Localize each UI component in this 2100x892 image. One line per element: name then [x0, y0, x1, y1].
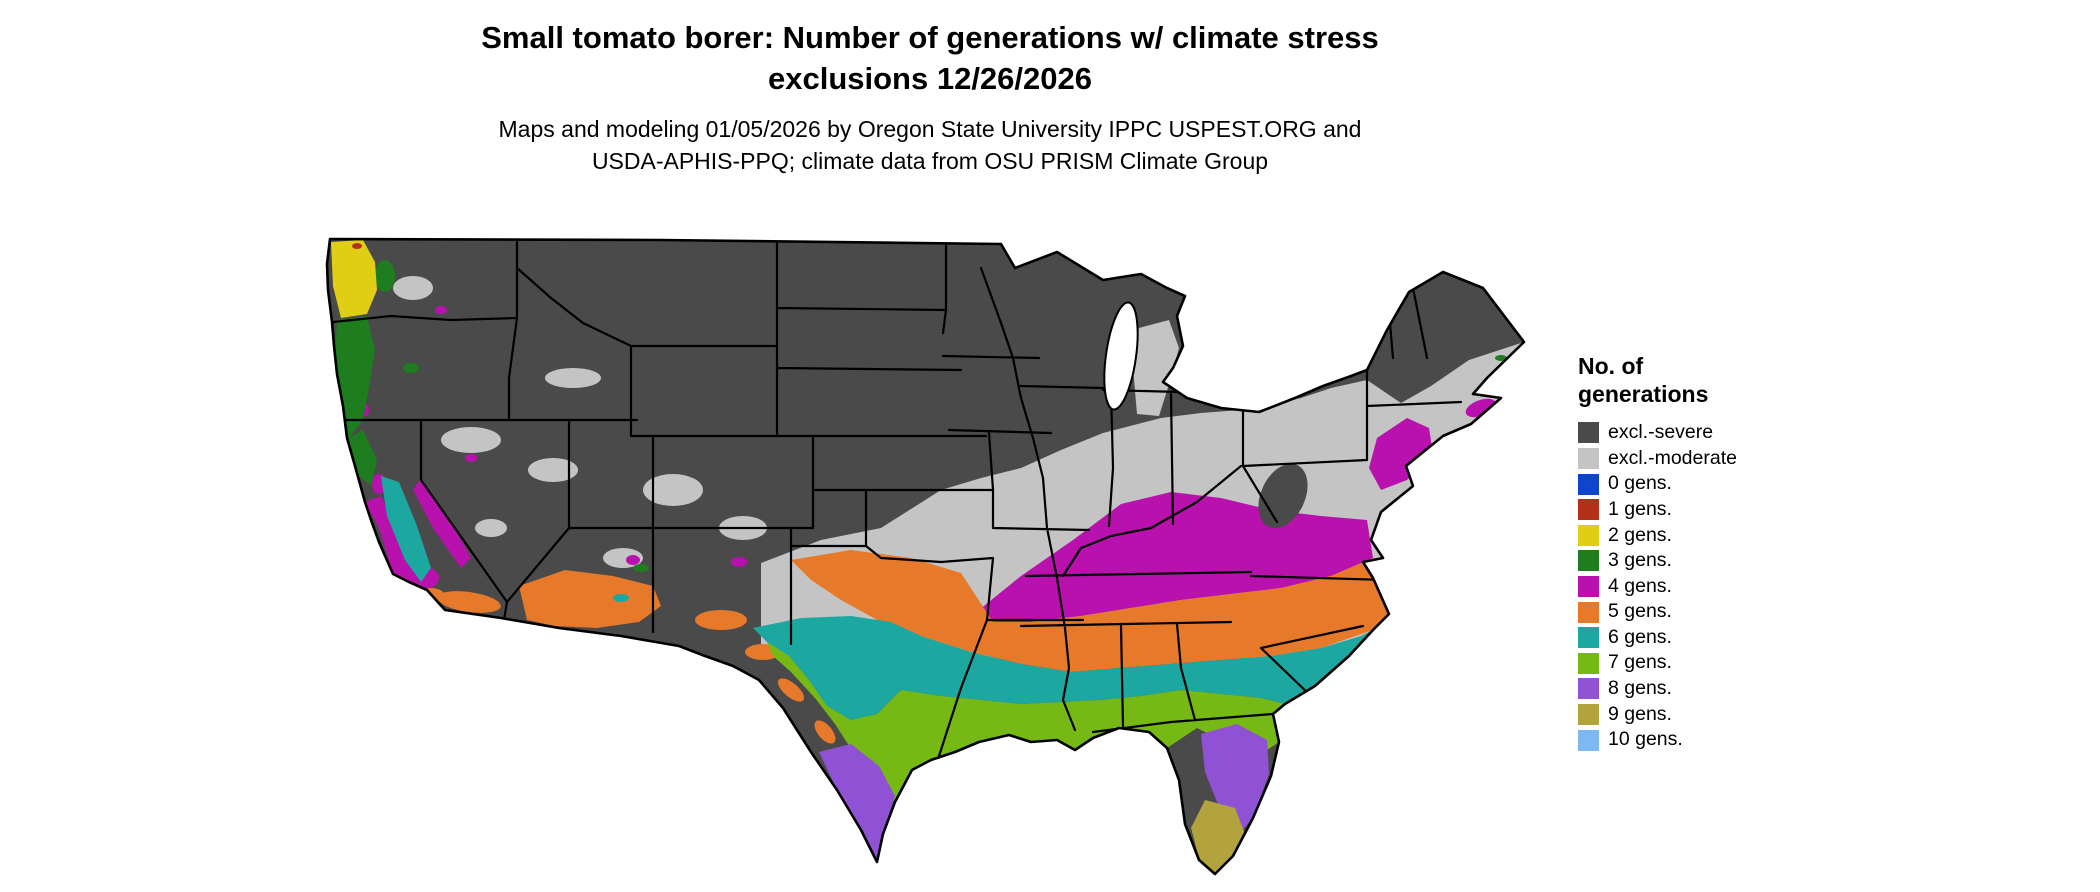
legend-item: 6 gens.	[1578, 625, 1818, 651]
legend-swatch	[1578, 652, 1599, 674]
legend-label: 8 gens.	[1608, 677, 1672, 700]
legend-label: 7 gens.	[1608, 651, 1672, 674]
legend-swatch	[1578, 601, 1599, 623]
us-choropleth-map	[321, 226, 1527, 886]
page-subtitle: Maps and modeling 01/05/2026 by Oregon S…	[0, 114, 1860, 177]
lake-michigan	[1103, 301, 1139, 411]
legend-swatch	[1578, 524, 1599, 546]
us-map-svg	[325, 237, 1526, 886]
legend-label: 1 gens.	[1608, 497, 1672, 520]
legend-label: 0 gens.	[1608, 472, 1672, 495]
legend-item: 7 gens.	[1578, 650, 1818, 676]
legend-title-line2: generations	[1578, 381, 1709, 408]
map-region-3-gens	[335, 260, 1507, 572]
map-region-10-gens	[1167, 875, 1235, 886]
legend-item: 5 gens.	[1578, 599, 1818, 625]
legend-swatch	[1578, 703, 1599, 725]
map-region-7-gens	[767, 642, 1285, 802]
state-borders	[331, 239, 1463, 758]
us-outline	[325, 237, 1526, 876]
legend-label: 4 gens.	[1608, 574, 1672, 597]
page-subtitle-line2: USDA-APHIS-PPQ; climate data from OSU PR…	[591, 147, 1269, 174]
legend-swatch	[1578, 550, 1599, 572]
legend-item: 9 gens.	[1578, 702, 1818, 728]
map-region-6-gens	[381, 476, 1373, 720]
legend-item: 10 gens.	[1578, 727, 1818, 753]
legend-label: 3 gens.	[1608, 549, 1672, 572]
legend-item: 4 gens.	[1578, 574, 1818, 600]
legend-item: excl.-moderate	[1578, 446, 1818, 472]
legend-item: 1 gens.	[1578, 497, 1818, 523]
legend-item: 0 gens.	[1578, 471, 1818, 497]
legend-item: 3 gens.	[1578, 548, 1818, 574]
legend-swatch	[1578, 678, 1599, 700]
legend-swatch	[1578, 729, 1599, 751]
page-subtitle-line1: Maps and modeling 01/05/2026 by Oregon S…	[498, 115, 1362, 142]
legend-swatch	[1578, 575, 1599, 597]
page-title-line1: Small tomato borer: Number of generation…	[481, 20, 1379, 55]
legend-label: 2 gens.	[1608, 523, 1672, 546]
legend-label: 5 gens.	[1608, 600, 1672, 623]
legend: No. of generations excl.-severe excl.-mod…	[1578, 352, 1818, 753]
legend-title-line1: No. of	[1578, 353, 1644, 379]
legend-item: 8 gens.	[1578, 676, 1818, 702]
legend-label: excl.-moderate	[1608, 446, 1737, 469]
page-title-line2: exclusions 12/26/2026	[767, 60, 1092, 96]
legend-label: 6 gens.	[1608, 625, 1672, 648]
map-region-1-gens	[352, 243, 362, 249]
legend-label: 9 gens.	[1608, 702, 1672, 725]
title-block: Small tomato borer: Number of generation…	[0, 18, 1860, 177]
map-region-2-gens	[331, 240, 377, 318]
legend-title: No. of generations	[1578, 352, 1818, 408]
legend-label: 10 gens.	[1608, 728, 1683, 751]
legend-swatch	[1578, 473, 1599, 495]
legend-label: excl.-severe	[1608, 421, 1714, 444]
legend-swatch	[1578, 447, 1599, 469]
map-region-9-gens	[1191, 800, 1245, 874]
legend-swatch	[1578, 422, 1599, 444]
legend-swatch	[1578, 627, 1599, 649]
map-region-8-gens	[819, 724, 1269, 862]
legend-item: 2 gens.	[1578, 522, 1818, 548]
legend-item: excl.-severe	[1578, 420, 1818, 446]
legend-swatch	[1578, 499, 1599, 521]
page-title: Small tomato borer: Number of generation…	[0, 18, 1860, 100]
